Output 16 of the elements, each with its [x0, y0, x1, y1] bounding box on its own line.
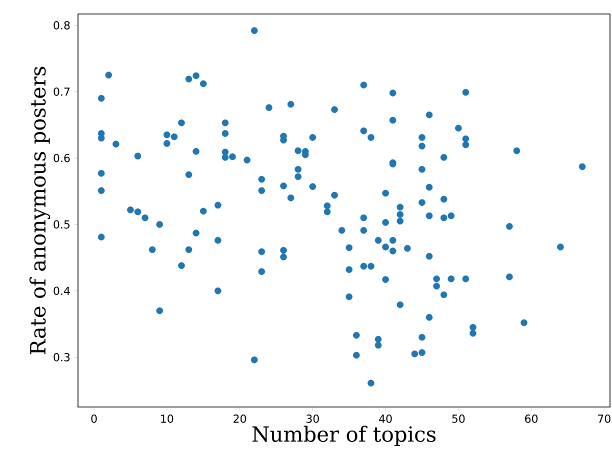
y-axis-title: Rate of anonymous posters — [29, 66, 50, 354]
y-tick-label: 0.4 — [54, 286, 70, 295]
x-tick-label: 60 — [525, 414, 538, 423]
x-tick-label: 20 — [234, 414, 246, 423]
y-tick-label: 0.7 — [54, 88, 70, 96]
x-tick-label: 50 — [452, 414, 465, 423]
x-axis-title: Number of topics — [252, 426, 436, 446]
x-tick-label: 30 — [306, 414, 319, 423]
y-tick-label: 0.8 — [54, 21, 70, 30]
y-tick-label: 0.6 — [54, 154, 70, 162]
x-tick-label: 10 — [161, 414, 174, 423]
x-tick-label: 0 — [91, 414, 97, 423]
x-tick-label: 40 — [379, 414, 392, 423]
y-tick-label: 0.3 — [54, 353, 70, 362]
y-tick-label: 0.5 — [54, 220, 70, 229]
x-tick-label: 70 — [598, 414, 610, 423]
